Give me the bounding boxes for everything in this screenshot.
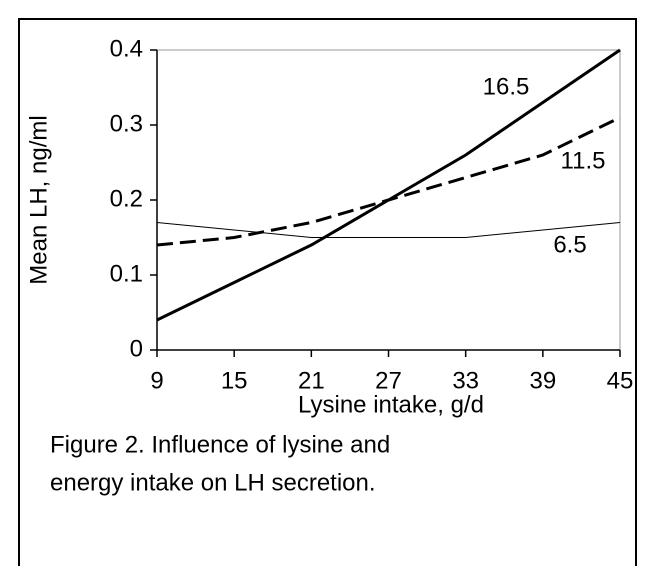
x-tick-label: 33 — [452, 367, 479, 394]
y-axis-label: Mean LH, ng/ml — [25, 115, 52, 284]
y-tick-label: 0 — [130, 335, 143, 362]
x-axis-label: Lysine intake, g/d — [298, 391, 484, 418]
x-tick-label: 45 — [607, 367, 634, 394]
x-tick-label: 15 — [221, 367, 248, 394]
series-label: 11.5 — [561, 147, 606, 174]
x-tick-label: 39 — [529, 367, 556, 394]
series-line — [156, 48, 621, 322]
x-tick-label: 27 — [375, 367, 402, 394]
y-tick-label: 0.4 — [110, 35, 143, 62]
x-tick-label: 21 — [298, 367, 325, 394]
y-tick-label: 0.1 — [110, 260, 143, 287]
series-label: 6.5 — [553, 231, 586, 258]
frame — [18, 18, 637, 566]
caption-line: energy intake on LH secretion. — [50, 469, 376, 496]
caption-line: Figure 2. Influence of lysine and — [50, 431, 390, 458]
y-tick-label: 0.2 — [110, 185, 143, 212]
series-line — [156, 222, 621, 238]
x-tick-label: 9 — [150, 367, 163, 394]
series-line — [156, 116, 621, 247]
series-label: 16.5 — [483, 73, 530, 100]
y-tick-label: 0.3 — [110, 110, 143, 137]
